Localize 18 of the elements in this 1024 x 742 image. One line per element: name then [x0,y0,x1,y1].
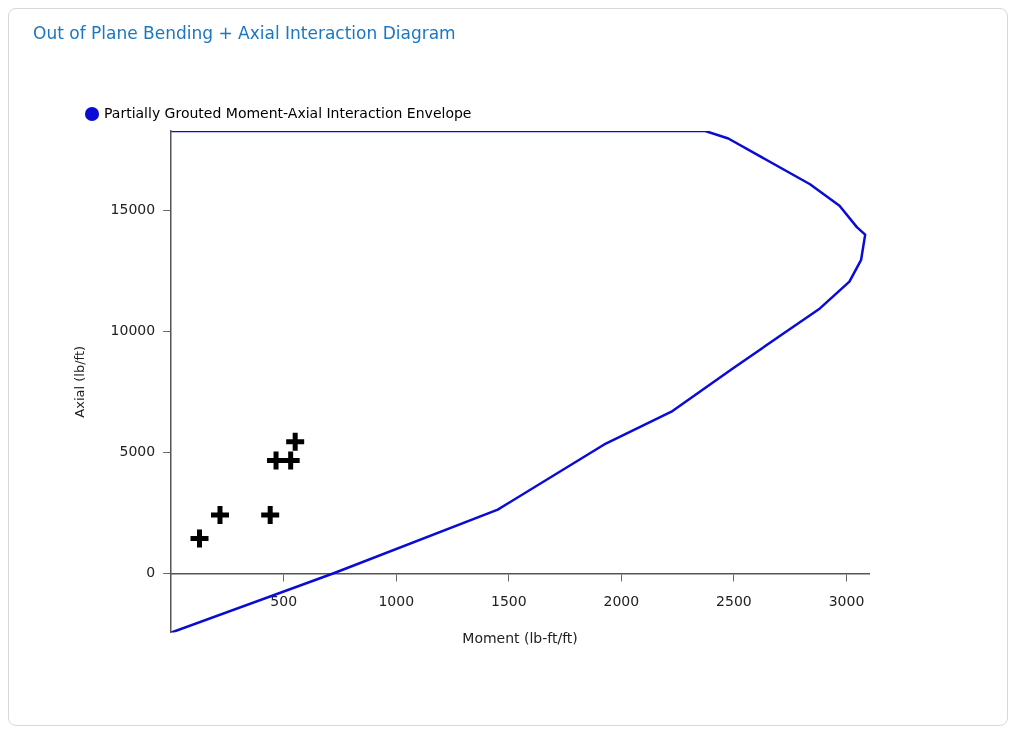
legend-label: Partially Grouted Moment-Axial Interaction Envelope [104,104,472,121]
y-tick-label: 15000 [110,200,156,217]
x-tick-label: 1000 [378,593,415,610]
point [188,526,211,550]
y-tick-label: 10000 [110,321,156,338]
point [258,503,282,527]
y-tick-label: 0 [146,563,156,580]
x-axis-title: Moment (lb-ft/ft) [462,630,578,647]
point [208,503,232,527]
x-tick-label: 500 [270,593,298,610]
chart-title: Out of Plane Bending + Axial Interaction Diagram [33,23,456,43]
x-tick-label: 2000 [603,593,640,610]
y-axis-title: Axial (lb/ft) [72,345,88,418]
y-tick-label: 5000 [119,442,156,459]
x-tick-label: 3000 [828,593,865,610]
x-tick-label: 1500 [490,593,527,610]
point [283,430,307,454]
x-tick-label: 2500 [716,593,752,610]
